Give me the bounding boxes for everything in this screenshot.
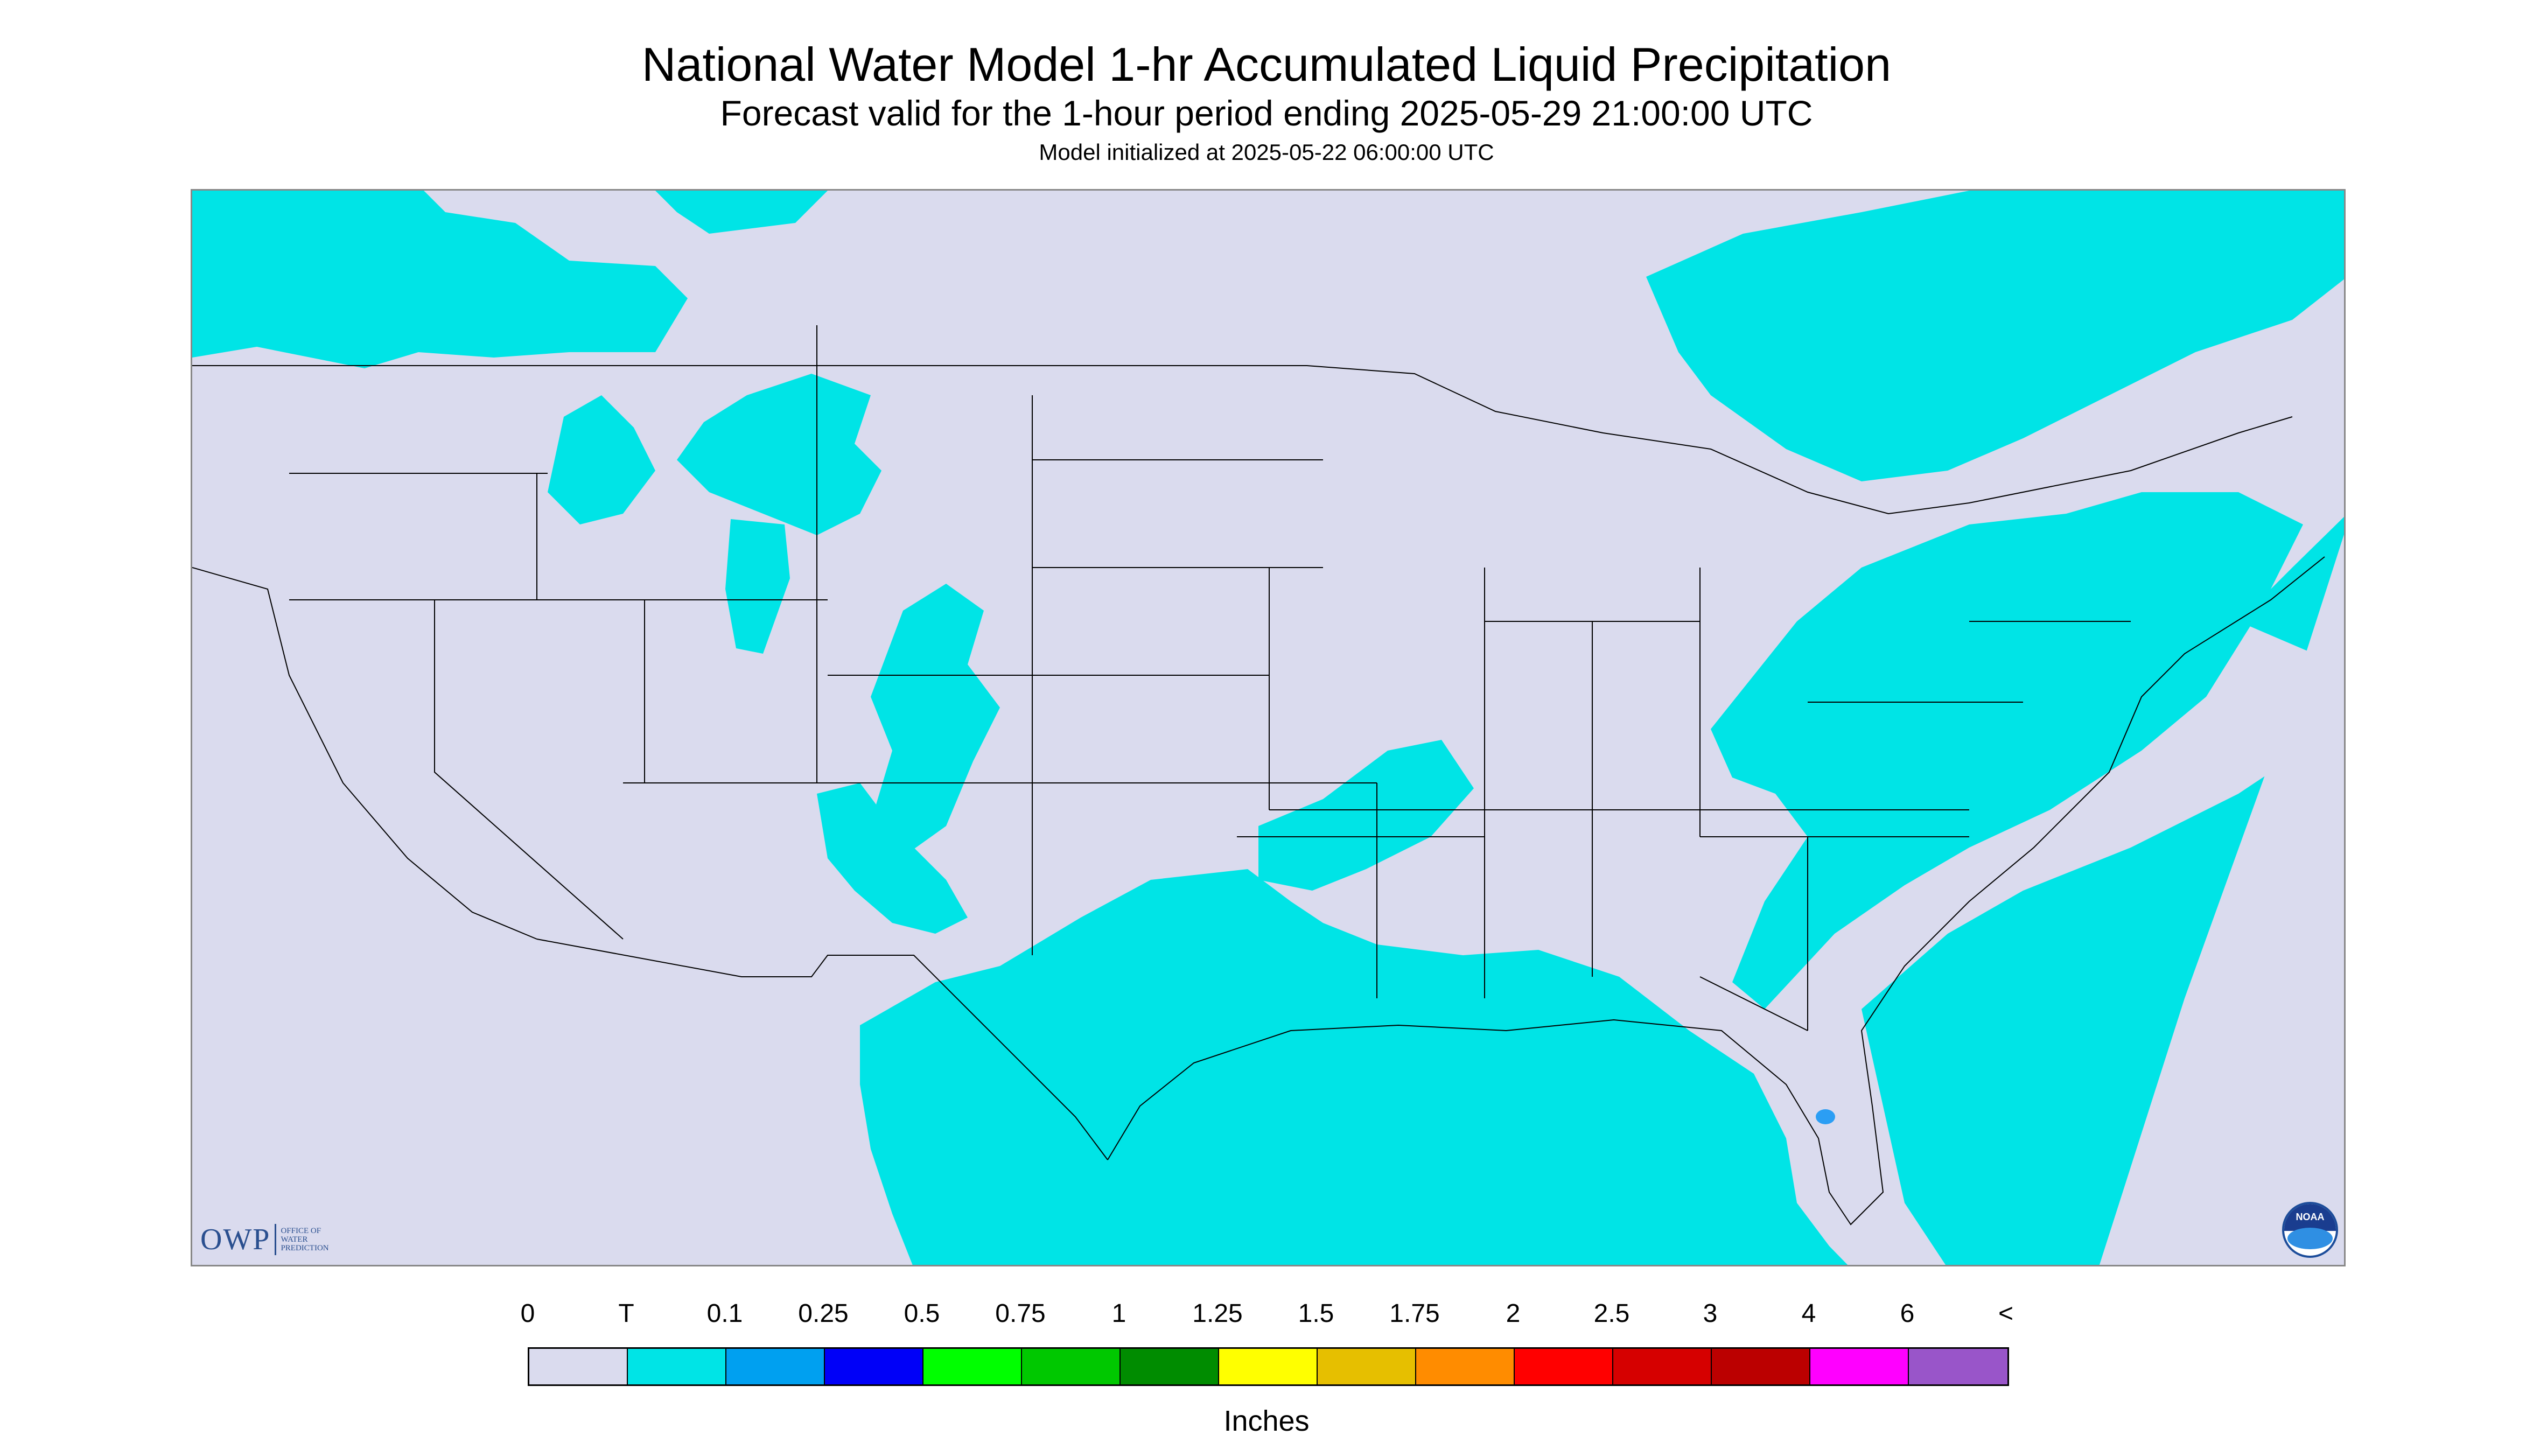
model-init-text: Model initialized at 2025-05-22 06:00:00…: [1039, 139, 1494, 165]
legend-label: 1.5: [1298, 1299, 1334, 1328]
legend-color-bar: [528, 1347, 2009, 1386]
legend-label: 0.75: [995, 1299, 1046, 1328]
precip-oklahoma: [1258, 740, 1474, 891]
legend-swatch: [1909, 1349, 2007, 1384]
legend-label: 2: [1506, 1299, 1521, 1328]
legend-swatch: [628, 1349, 726, 1384]
owp-line-1: OFFICE OF: [281, 1227, 321, 1235]
legend-labels: 0 T 0.1 0.25 0.5 0.75 1 1.25 1.5 1.75 2 …: [0, 1298, 2533, 1335]
precipitation-map: [191, 189, 2346, 1266]
legend-label: 0.25: [798, 1299, 849, 1328]
west-coast: [192, 567, 537, 940]
noaa-logo-sky: [2284, 1204, 2336, 1231]
owp-logo-text: OWP: [200, 1223, 271, 1256]
owp-logo-subtext: OFFICE OF WATER PREDICTION: [281, 1227, 328, 1252]
legend-label: 3: [1703, 1299, 1718, 1328]
noaa-logo-text: NOAA: [2296, 1212, 2325, 1222]
legend-label: <: [1998, 1299, 2014, 1328]
legend-swatch: [1712, 1349, 1810, 1384]
legend-label: 1.25: [1192, 1299, 1243, 1328]
legend-label: 2.5: [1593, 1299, 1630, 1328]
legend-label: 1.75: [1389, 1299, 1440, 1328]
gulf-coast: [1107, 556, 2325, 1226]
owp-logo-divider: [275, 1224, 277, 1255]
owp-line-3: PREDICTION: [281, 1244, 329, 1252]
state-lines-central: [1032, 459, 1485, 998]
legend-swatch: [726, 1349, 825, 1384]
legend-swatch: [825, 1349, 923, 1384]
legend-swatch: [1219, 1349, 1318, 1384]
legend-label: T: [618, 1299, 634, 1328]
legend-swatch: [1121, 1349, 1219, 1384]
chart-title: National Water Model 1-hr Accumulated Li…: [641, 38, 1892, 91]
precip-heavier-cell: [1816, 1109, 1835, 1124]
state-lines-east: [1485, 568, 2131, 1031]
map-canvas: [192, 191, 2344, 1265]
us-mexico-border: [536, 939, 1108, 1160]
precip-texas-gulf: [860, 869, 1848, 1265]
legend-label: 0: [520, 1299, 535, 1328]
noaa-logo: NOAA: [2282, 1202, 2338, 1258]
owp-logo: OWP OFFICE OF WATER PREDICTION: [200, 1223, 329, 1256]
legend-swatch: [1318, 1349, 1416, 1384]
legend-swatch: [923, 1349, 1022, 1384]
legend-swatch: [1416, 1349, 1515, 1384]
precip-east-us: [1711, 492, 2303, 1009]
legend-swatch: [1022, 1349, 1121, 1384]
legend-units: Inches: [1223, 1405, 1310, 1437]
us-canada-border: [192, 365, 2293, 515]
legend-label: 0.5: [904, 1299, 940, 1328]
domain-left-edge: [192, 568, 471, 1265]
legend-label: 1: [1111, 1299, 1126, 1328]
precip-bc-interior: [655, 191, 828, 234]
legend-swatch: [1810, 1349, 1909, 1384]
precip-idaho: [548, 395, 655, 524]
precip-new-mexico: [817, 783, 968, 934]
legend-swatch: [1613, 1349, 1712, 1384]
legend-label: 4: [1801, 1299, 1816, 1328]
precip-pacific-northwest: [192, 191, 688, 368]
legend-label: 6: [1900, 1299, 1915, 1328]
legend-swatch: [1515, 1349, 1613, 1384]
precip-utah-north: [725, 519, 790, 654]
legend-label: 0.1: [706, 1299, 743, 1328]
precip-montana-wyoming: [677, 374, 881, 535]
precip-great-lakes-canada: [1646, 191, 2344, 481]
chart-subtitle: Forecast valid for the 1-hour period end…: [720, 93, 1813, 133]
noaa-logo-wave: [2287, 1228, 2333, 1249]
precip-colorado: [871, 584, 1000, 853]
owp-line-2: WATER: [281, 1235, 308, 1244]
domain-right-edge: [2099, 534, 2344, 1265]
boundaries: [192, 325, 2325, 1226]
legend-swatch: [529, 1349, 628, 1384]
